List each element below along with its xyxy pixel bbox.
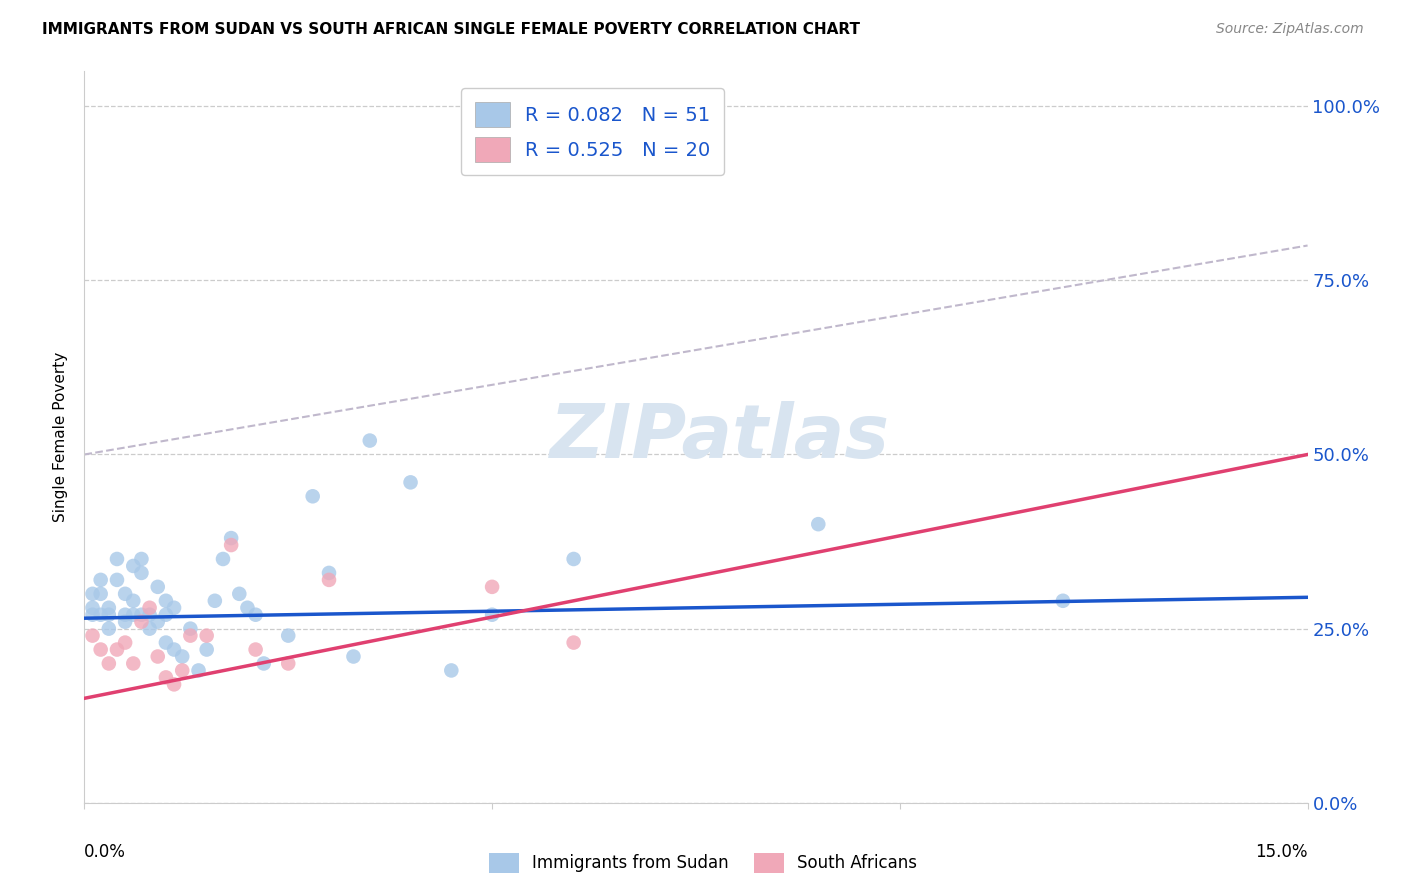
Point [155,594,177,608]
Point [318,566,340,580]
Point [131,615,153,629]
Point [97,657,120,671]
Point [562,552,585,566]
Point [440,664,463,678]
Point [318,573,340,587]
Point [97,607,120,622]
Point [187,664,209,678]
Point [105,573,128,587]
Legend: Immigrants from Sudan, South Africans: Immigrants from Sudan, South Africans [482,847,924,880]
Point [131,566,153,580]
Point [90,573,112,587]
Point [82,629,104,643]
Point [481,607,503,622]
Point [82,600,104,615]
Point [359,434,381,448]
Point [114,607,136,622]
Point [163,600,186,615]
Legend: R = 0.082   N = 51, R = 0.525   N = 20: R = 0.082 N = 51, R = 0.525 N = 20 [461,88,724,176]
Point [301,489,323,503]
Point [105,552,128,566]
Point [253,657,276,671]
Point [399,475,422,490]
Point [179,629,201,643]
Point [195,629,218,643]
Point [90,642,112,657]
Text: IMMIGRANTS FROM SUDAN VS SOUTH AFRICAN SINGLE FEMALE POVERTY CORRELATION CHART: IMMIGRANTS FROM SUDAN VS SOUTH AFRICAN S… [42,22,860,37]
Point [212,552,235,566]
Text: ZIPatlas: ZIPatlas [550,401,890,474]
Point [245,642,267,657]
Text: 15.0%: 15.0% [1256,843,1308,861]
Point [277,629,299,643]
Point [236,600,259,615]
Point [195,642,218,657]
Point [219,538,242,552]
Point [146,580,169,594]
Point [342,649,364,664]
Point [146,649,169,664]
Point [138,622,160,636]
Point [163,677,186,691]
Point [807,517,830,532]
Point [131,552,153,566]
Point [122,607,145,622]
Point [97,622,120,636]
Point [163,642,186,657]
Point [82,607,104,622]
Point [155,635,177,649]
Point [122,657,145,671]
Point [179,622,201,636]
Point [131,607,153,622]
Point [155,670,177,684]
Point [172,664,194,678]
Point [122,594,145,608]
Point [138,607,160,622]
Point [90,607,112,622]
Point [481,580,503,594]
Point [114,587,136,601]
Point [562,635,585,649]
Point [245,607,267,622]
Point [138,600,160,615]
Point [219,531,242,545]
Point [105,642,128,657]
Point [1052,594,1074,608]
Text: Source: ZipAtlas.com: Source: ZipAtlas.com [1216,22,1364,37]
Point [122,558,145,573]
Point [114,635,136,649]
Point [204,594,226,608]
Point [90,587,112,601]
Point [82,587,104,601]
Y-axis label: Single Female Poverty: Single Female Poverty [53,352,69,522]
Point [155,607,177,622]
Point [146,615,169,629]
Point [228,587,250,601]
Point [277,657,299,671]
Point [97,600,120,615]
Point [172,649,194,664]
Point [114,615,136,629]
Text: 0.0%: 0.0% [84,843,127,861]
